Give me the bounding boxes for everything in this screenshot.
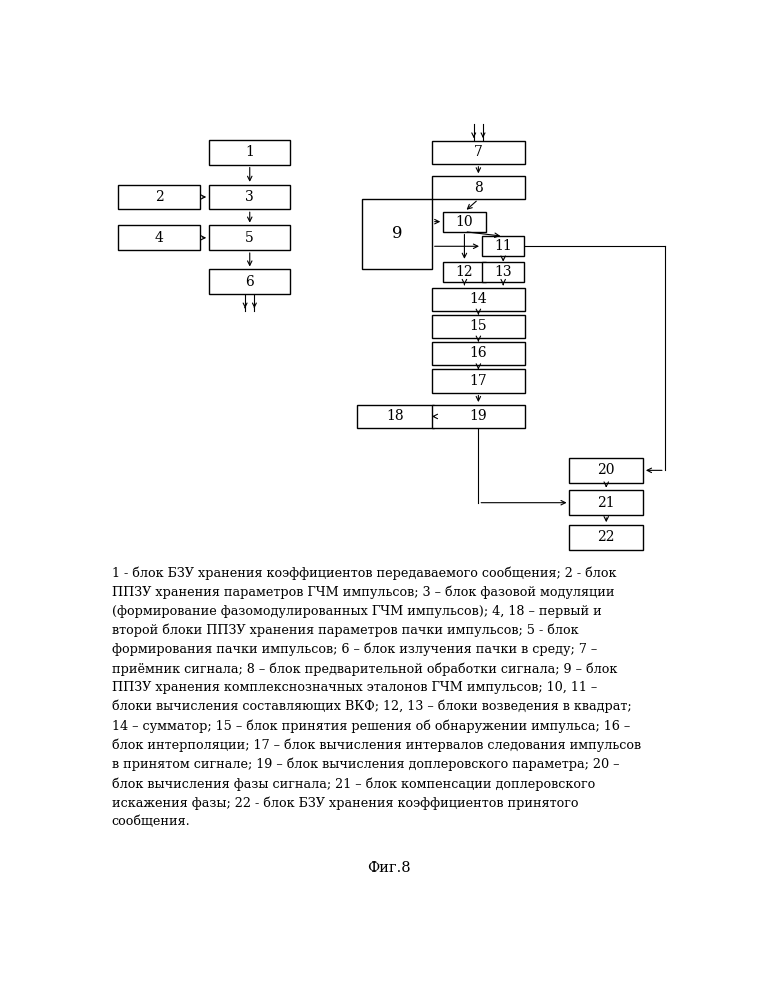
Bar [209, 225, 290, 250]
Text: 3: 3 [246, 190, 254, 204]
Text: 13: 13 [494, 265, 512, 279]
Bar [118, 225, 200, 250]
Bar [362, 199, 432, 269]
Bar [443, 212, 486, 232]
Bar [432, 141, 525, 164]
Text: 19: 19 [469, 409, 487, 423]
Bar [432, 315, 525, 338]
Text: 1: 1 [246, 145, 254, 159]
Text: 15: 15 [469, 319, 487, 333]
Text: 6: 6 [246, 275, 254, 289]
Bar [357, 405, 434, 428]
Bar [209, 185, 290, 209]
Text: 16: 16 [469, 346, 487, 360]
Text: 18: 18 [387, 409, 404, 423]
Text: 8: 8 [474, 181, 483, 195]
Bar [432, 288, 525, 311]
Bar [209, 140, 290, 165]
Text: 22: 22 [597, 530, 615, 544]
Bar [443, 262, 486, 282]
Bar [482, 236, 525, 256]
Bar [432, 405, 525, 428]
Text: 20: 20 [597, 463, 615, 477]
Text: 14: 14 [469, 292, 487, 306]
Text: 21: 21 [597, 496, 615, 510]
Text: 17: 17 [469, 374, 487, 388]
Bar [432, 176, 525, 199]
Text: 4: 4 [155, 231, 164, 245]
Bar [569, 458, 643, 483]
Bar [569, 490, 643, 515]
Bar [432, 342, 525, 365]
Text: 11: 11 [494, 239, 512, 253]
Bar [209, 269, 290, 294]
Bar [482, 262, 525, 282]
Bar [432, 369, 525, 393]
Text: 7: 7 [474, 145, 483, 159]
Bar [569, 525, 643, 550]
Text: 12: 12 [456, 265, 473, 279]
Text: 2: 2 [155, 190, 164, 204]
Text: 5: 5 [246, 231, 254, 245]
Text: 10: 10 [456, 215, 473, 229]
Text: 1 - блок БЗУ хранения коэффициентов передаваемого сообщения; 2 - блок
ППЗУ хране: 1 - блок БЗУ хранения коэффициентов пере… [111, 567, 641, 828]
Text: 9: 9 [392, 225, 402, 242]
Bar [118, 185, 200, 209]
Text: Фиг.8: Фиг.8 [367, 861, 410, 875]
